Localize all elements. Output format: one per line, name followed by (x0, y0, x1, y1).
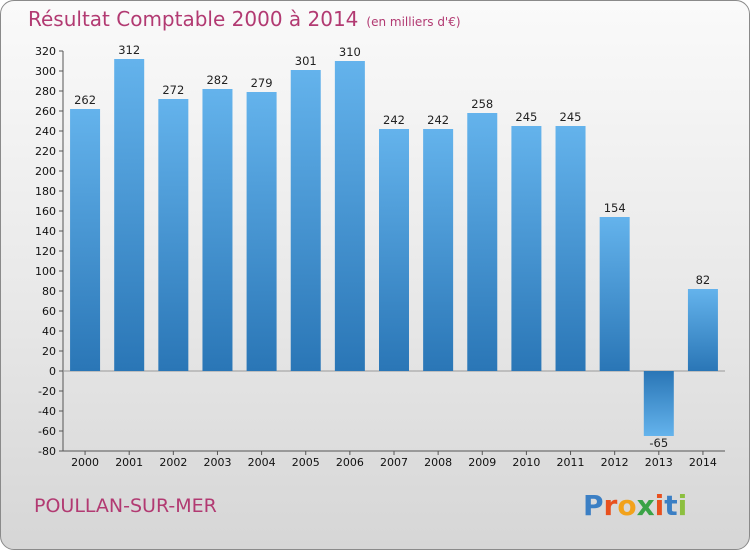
y-tick-label: 160 (35, 205, 56, 218)
value-labels-group: 262 312 272 282 279 301 310 242 242 258 245 245 154 -… (74, 43, 710, 450)
axes: -80-60-40-200204060801001201401601802002… (35, 45, 725, 469)
x-tick-label: 2010 (512, 456, 540, 469)
x-tick-label: 2000 (71, 456, 99, 469)
y-tick-label: 260 (35, 105, 56, 118)
value-label: 279 (251, 76, 273, 90)
y-tick-label: 240 (35, 125, 56, 138)
x-tick-label: 2012 (601, 456, 629, 469)
value-label: -65 (649, 436, 668, 450)
bar-2009 (467, 113, 498, 371)
y-tick-label: 40 (42, 325, 56, 338)
value-label: 310 (339, 45, 361, 59)
y-tick-label: -60 (38, 425, 56, 438)
y-tick-label: 100 (35, 265, 56, 278)
y-tick-label: 320 (35, 45, 56, 58)
y-tick-label: 300 (35, 65, 56, 78)
y-tick-label: -80 (38, 445, 56, 458)
value-label: 312 (118, 43, 140, 57)
logo-letter: t (664, 489, 678, 522)
bar-2004 (246, 92, 277, 371)
x-tick-label: 2002 (159, 456, 187, 469)
value-label: 242 (427, 113, 449, 127)
y-tick-label: 0 (49, 365, 56, 378)
bar-2001 (114, 59, 145, 371)
bar-2005 (290, 70, 321, 371)
proxiti-logo[interactable]: Proxiti (583, 489, 687, 522)
value-label: 301 (295, 54, 317, 68)
chart-title: Résultat Comptable 2000 à 2014 (en millie… (28, 7, 461, 31)
value-label: 154 (604, 201, 626, 215)
x-tick-label: 2001 (115, 456, 143, 469)
bar-2007 (379, 129, 409, 371)
y-tick-label: 120 (35, 245, 56, 258)
value-label: 272 (162, 83, 184, 97)
value-label: 245 (560, 110, 582, 124)
bar-2008 (423, 129, 454, 371)
bar-2000 (70, 109, 101, 371)
logo-letter: P (583, 489, 604, 522)
y-tick-label: 280 (35, 85, 56, 98)
y-tick-label: 80 (42, 285, 56, 298)
logo-letter: o (617, 489, 637, 522)
x-tick-label: 2007 (380, 456, 408, 469)
value-label: 242 (383, 113, 405, 127)
logo-letter: x (636, 489, 655, 522)
value-label: 262 (74, 93, 96, 107)
location-name: POULLAN-SUR-MER (34, 495, 217, 517)
y-tick-label: 60 (42, 305, 56, 318)
bar-2014 (687, 289, 718, 371)
bar-2011 (555, 126, 586, 371)
value-label: 282 (206, 73, 228, 87)
x-tick-label: 2008 (424, 456, 452, 469)
value-label: 245 (515, 110, 537, 124)
bar-2012 (599, 217, 630, 371)
x-tick-label: 2006 (336, 456, 364, 469)
value-label: 258 (471, 97, 493, 111)
y-tick-label: 180 (35, 185, 56, 198)
bar-2013 (643, 371, 674, 436)
x-tick-label: 2004 (248, 456, 276, 469)
x-tick-label: 2011 (557, 456, 585, 469)
bar-2003 (202, 89, 233, 371)
x-tick-label: 2014 (689, 456, 717, 469)
x-tick-label: 2013 (645, 456, 673, 469)
x-tick-label: 2005 (292, 456, 320, 469)
x-tick-label: 2003 (203, 456, 231, 469)
y-tick-label: 200 (35, 165, 56, 178)
y-tick-label: 140 (35, 225, 56, 238)
value-label: 82 (696, 273, 711, 287)
logo-letter: i (654, 489, 665, 522)
bar-2010 (511, 126, 542, 371)
y-tick-label: -40 (38, 405, 56, 418)
chart-title-text: Résultat Comptable 2000 à 2014 (28, 7, 359, 31)
chart-subtitle: (en milliers d'€) (366, 15, 461, 29)
y-tick-label: 220 (35, 145, 56, 158)
x-tick-label: 2009 (468, 456, 496, 469)
bar-2002 (158, 99, 189, 371)
y-tick-label: 20 (42, 345, 56, 358)
logo-letter: i (677, 489, 688, 522)
logo-letter: r (603, 489, 618, 522)
y-tick-label: -20 (38, 385, 56, 398)
bars-group (70, 59, 718, 436)
bar-2006 (334, 61, 365, 371)
